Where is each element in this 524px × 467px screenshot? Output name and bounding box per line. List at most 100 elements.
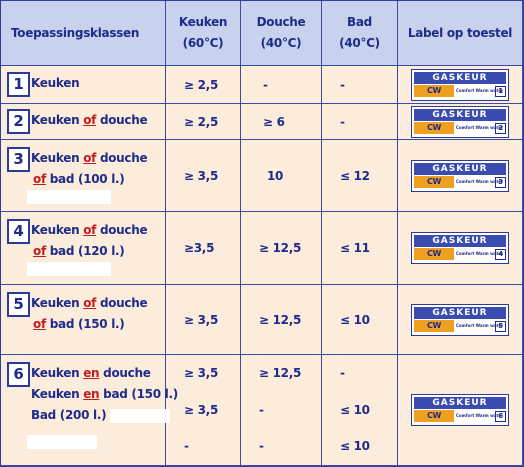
class-number: 5 (7, 292, 30, 318)
class-desc-text: Keuken (31, 296, 84, 311)
gaskeur-sub: Comfort Warm water (456, 124, 504, 130)
gaskeur-cw: CW (414, 410, 454, 423)
label-cell: GASKEUR CW Comfort Warm water 5 (398, 285, 523, 356)
gaskeur-label: GASKEUR CW Comfort Warm water 1 (411, 68, 509, 101)
gaskeur-sub: Comfort Warm water (456, 413, 504, 419)
gaskeur-sub: Comfort Warm water (456, 250, 504, 256)
gaskeur-sub: Comfort Warm water (456, 178, 504, 184)
class-desc-text: bad (100 l.) (45, 172, 125, 187)
bad-value: ≤ 10 (340, 402, 370, 417)
class-cell: 2 Keuken of douche (1, 104, 166, 141)
header-douche-label: Douche (256, 15, 306, 29)
table-row: 6 Keuken en douche Keuken en bad (150 l.… (1, 355, 523, 466)
gaskeur-class-number: 1 (495, 85, 506, 97)
keuken-value: ≥ 2,5 (166, 66, 241, 105)
gaskeur-class-number: 3 (495, 176, 506, 188)
bad-value: ≤ 10 (340, 439, 370, 454)
class-desc-line: Keuken en douche (31, 363, 178, 384)
gaskeur-class-number: 4 (495, 248, 506, 260)
class-desc-text: Keuken (31, 387, 84, 402)
gaskeur-label: GASKEUR CW Comfort Warm water 6 (411, 394, 509, 427)
gaskeur-class-number: 6 (495, 411, 506, 423)
gaskeur-label: GASKEUR CW Comfort Warm water 3 (411, 159, 509, 192)
class-desc-text: douche (96, 113, 148, 128)
bad-value: - (322, 104, 398, 141)
class-number: 4 (7, 218, 30, 244)
class-desc-line: of bad (100 l.) (33, 169, 147, 190)
gaskeur-brand: GASKEUR (414, 108, 506, 121)
blank-patch (27, 435, 97, 450)
class-desc-line: Keuken (31, 73, 80, 94)
label-cell: GASKEUR CW Comfort Warm water 2 (398, 104, 523, 141)
header-bad-label: Bad (347, 15, 372, 29)
class-desc-text: Keuken (31, 76, 80, 90)
class-desc-text: douche (99, 366, 151, 381)
table-row: 2 Keuken of douche ≥ 2,5 ≥ 6 - GASKEUR C… (1, 104, 523, 141)
gaskeur-class-number: 5 (495, 320, 506, 332)
class-cell: 3 Keuken of douche of bad (100 l.) (1, 140, 166, 212)
class-cell: 6 Keuken en douche Keuken en bad (150 l.… (1, 355, 178, 466)
gaskeur-cw: CW (414, 319, 454, 332)
douche-value: ≥ 12,5 (241, 285, 322, 356)
table-row: 4 Keuken of douche of bad (120 l.) ≥3,5 … (1, 211, 523, 286)
class-desc-text: bad (150 l.) (45, 317, 125, 332)
class-desc-text: Bad (200 l.) (31, 408, 107, 423)
class-cell: 5 Keuken of douche of bad (150 l.) (1, 285, 166, 356)
douche-values: ≥ 12,5 - - (241, 355, 322, 466)
gaskeur-brand: GASKEUR (414, 397, 506, 410)
table-row: 3 Keuken of douche of bad (100 l.) ≥ 3,5… (1, 140, 523, 212)
douche-value: - (259, 402, 264, 417)
class-desc-line: of bad (150 l.) (33, 314, 147, 335)
label-cell: GASKEUR CW Comfort Warm water 6 (398, 355, 523, 466)
gaskeur-class-number: 2 (495, 122, 506, 134)
class-desc-text: bad (150 l.) (99, 387, 178, 402)
gaskeur-brand: GASKEUR (414, 71, 506, 84)
class-number: 6 (7, 362, 30, 388)
class-desc-text: douche (96, 151, 148, 166)
class-desc-conj: of (83, 296, 97, 311)
label-cell: GASKEUR CW Comfort Warm water 4 (398, 211, 523, 286)
header-label-op-toestel: Label op toestel (398, 1, 523, 66)
gaskeur-label: GASKEUR CW Comfort Warm water 5 (411, 303, 509, 336)
class-number: 1 (7, 72, 30, 97)
class-desc-line: Keuken of douche (31, 110, 148, 131)
class-desc-conj: of (33, 317, 46, 332)
gaskeur-sub: Comfort Warm water (456, 322, 504, 328)
class-desc-text: Keuken (31, 222, 84, 237)
gaskeur-sub: Comfort Warm water (456, 87, 504, 93)
gaskeur-brand: GASKEUR (414, 234, 506, 247)
keuken-value: ≥3,5 (166, 211, 241, 286)
douche-value: ≥ 12,5 (259, 366, 302, 381)
blank-patch (27, 261, 111, 276)
keuken-value: ≥ 3,5 (166, 140, 241, 212)
keuken-value: ≥ 3,5 (166, 285, 241, 356)
gaskeur-label: GASKEUR CW Comfort Warm water 4 (411, 231, 509, 264)
class-desc-line: Keuken of douche (31, 220, 148, 241)
table-row: 1 Keuken ≥ 2,5 - - GASKEUR CW Comfort Wa… (1, 66, 523, 105)
gaskeur-brand: GASKEUR (414, 162, 506, 175)
class-desc-line: Keuken of douche (31, 293, 148, 314)
bad-value: ≤ 12 (322, 140, 398, 212)
class-desc-conj: of (83, 151, 97, 166)
header-bad-temp: (40°C) (339, 36, 380, 50)
keuken-value: ≥ 3,5 (184, 402, 218, 417)
class-desc-text: bad (120 l.) (45, 243, 125, 258)
header-keuken-label: Keuken (178, 15, 228, 29)
class-desc-conj: en (83, 366, 100, 381)
gaskeur-label: GASKEUR CW Comfort Warm water 2 (411, 105, 509, 138)
header-bad: Bad (40°C) (322, 1, 398, 66)
class-desc-line: Keuken of douche (31, 148, 148, 169)
gaskeur-cw: CW (414, 175, 454, 188)
keuken-value: ≥ 3,5 (184, 366, 218, 381)
gaskeur-cw: CW (414, 121, 454, 134)
douche-value: - (241, 66, 322, 105)
gaskeur-cw: CW (414, 84, 454, 97)
label-cell: GASKEUR CW Comfort Warm water 3 (398, 140, 523, 212)
class-desc-conj: of (33, 243, 46, 258)
class-desc-conj: of (83, 222, 97, 237)
class-desc-line: Bad (200 l.) (31, 405, 178, 426)
class-number: 2 (7, 109, 30, 135)
class-desc-conj: of (83, 113, 97, 128)
